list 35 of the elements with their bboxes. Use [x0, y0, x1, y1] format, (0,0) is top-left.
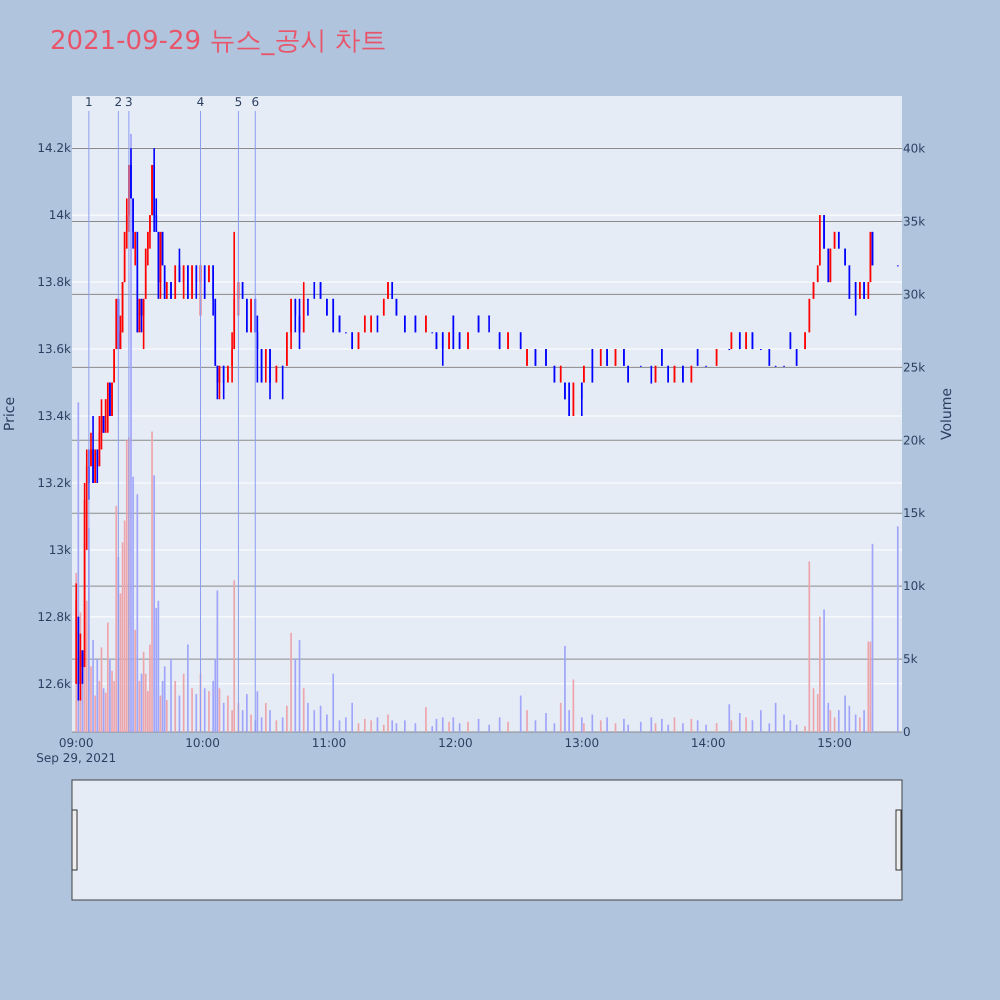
chart-title: 2021-09-29 뉴스_공시 차트 — [50, 26, 387, 56]
ref-line-label: 3 — [125, 94, 133, 109]
x-tick-label: 13:00 — [564, 736, 600, 750]
x-tick-label: 11:00 — [312, 736, 346, 750]
y-tick-label: 13.8k — [37, 275, 72, 290]
y2-tick-label: 30k — [903, 287, 926, 302]
y2-tick-label: 5k — [903, 652, 918, 666]
y-tick-label: 12.8k — [37, 610, 72, 624]
y2-axis-title: Volume — [939, 388, 955, 440]
y-tick-label: 13.2k — [37, 476, 72, 490]
y2-tick-label: 15k — [903, 506, 926, 520]
ref-line-label: 4 — [196, 94, 204, 109]
ref-line-label: 5 — [234, 94, 242, 109]
x-tick-label: 12:00 — [438, 736, 473, 750]
text: Sep 29, 2021 — [36, 751, 116, 765]
y-tick-label: 14.2k — [37, 141, 72, 156]
y-tick-label: 13k — [48, 542, 72, 557]
y-tick-label: 13.4k — [37, 409, 72, 424]
y2-tick-label: 10k — [903, 579, 926, 594]
y-tick-label: 14k — [48, 208, 72, 222]
y-tick-label: 13.6k — [37, 342, 72, 356]
y2-tick-label: 40k — [903, 142, 926, 156]
y2-tick-label: 25k — [903, 360, 926, 374]
x-tick-label: 09:00 — [58, 736, 94, 750]
ref-line-label: 1 — [85, 94, 93, 109]
y2-tick-label: 35k — [903, 214, 926, 228]
ref-line-label: 2 — [114, 94, 122, 109]
x-tick-label: 10:00 — [185, 736, 220, 750]
y-axis-title: Price — [2, 396, 18, 432]
y-tick-label: 12.6k — [37, 676, 72, 691]
x-tick-label: 15:00 — [817, 736, 852, 750]
x-tick-label: 14:00 — [690, 736, 726, 750]
ref-line-label: 6 — [251, 94, 260, 109]
y2-tick-label: 20k — [903, 433, 926, 448]
y2-tick-label: 0 — [903, 725, 911, 739]
